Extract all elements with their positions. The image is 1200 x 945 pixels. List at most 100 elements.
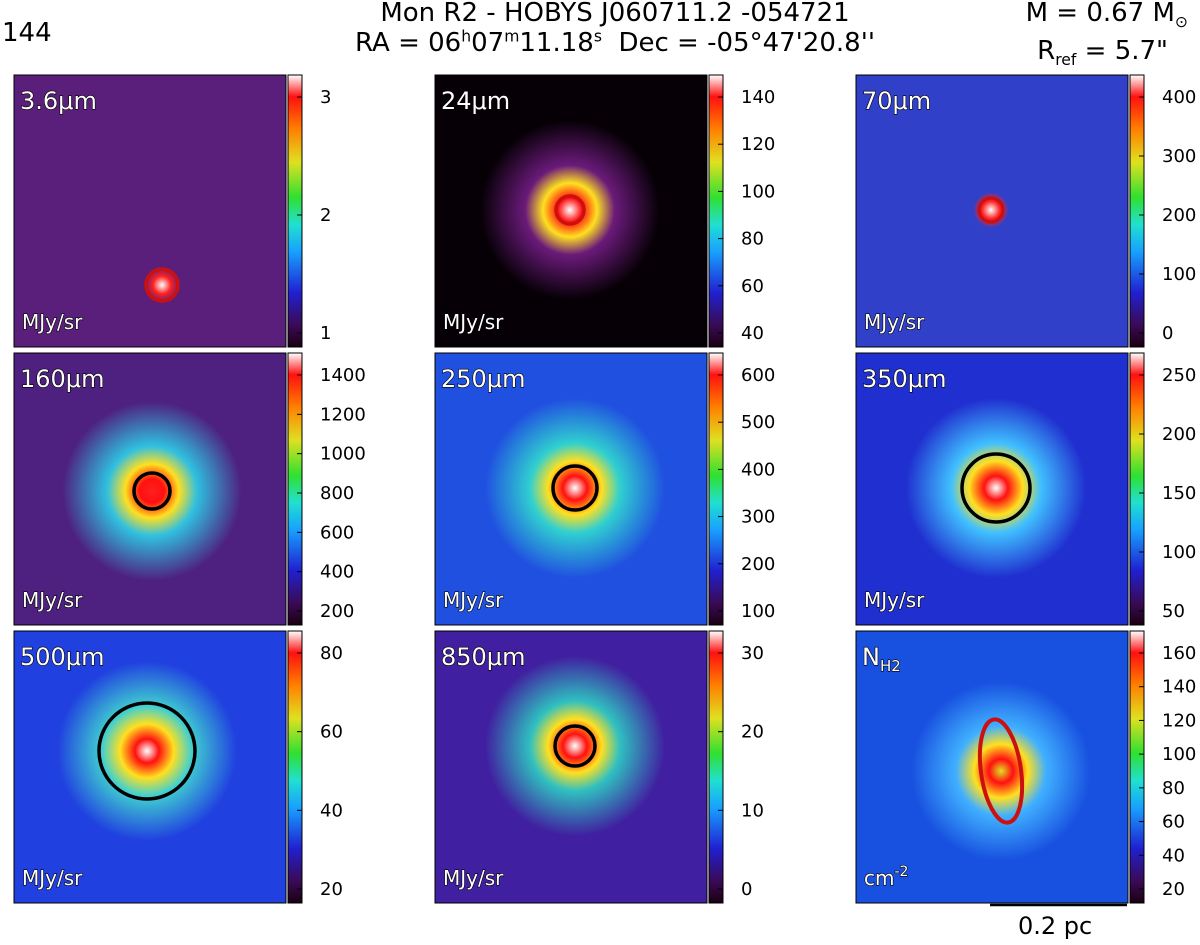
colorbar	[1129, 74, 1145, 348]
aperture-ellipse	[132, 471, 172, 511]
source-title: Mon R2 - HOBYS J060711.2 -054721	[380, 0, 850, 28]
colorbar-tick-label: 400	[320, 562, 354, 583]
map-image	[855, 630, 1129, 904]
aperture-ellipse	[977, 196, 1005, 224]
colorbar-tick-label: 100	[1162, 264, 1196, 285]
colorbar-tick-label: 40	[1162, 845, 1185, 866]
panel-label: 160μm	[20, 365, 104, 393]
panel-label: 250μm	[441, 365, 525, 393]
colorbar-tick-label: 2	[320, 205, 331, 226]
colorbar-tick-label: 80	[320, 643, 343, 664]
colorbar-tick-label: 60	[741, 276, 764, 297]
colorbar-tick-label: 60	[320, 722, 343, 743]
map-image	[434, 352, 708, 626]
unit-label: MJy/sr	[22, 588, 83, 612]
colorbar-tick-label: 80	[741, 229, 764, 250]
map-image	[855, 74, 1129, 348]
colorbar-tick-label: 30	[741, 643, 764, 664]
colorbar-tick-label: 60	[1162, 812, 1185, 833]
colorbar-tick-label: 3	[320, 87, 331, 108]
colorbar-tick-label: 200	[320, 601, 354, 622]
panel-850um: 850μm MJy/sr 30 20 10 0	[434, 630, 764, 904]
colorbar	[287, 74, 303, 348]
unit-label: MJy/sr	[22, 310, 83, 334]
aperture-ellipse	[554, 194, 586, 226]
aperture-ellipse	[97, 701, 197, 801]
colorbar	[1129, 630, 1145, 904]
colorbar	[1129, 352, 1145, 626]
panel-label: 3.6μm	[20, 87, 97, 115]
scalebar-label: 0.2 pc	[1018, 912, 1093, 940]
reference-radius: Rref = 5.7"	[1037, 36, 1168, 70]
colorbar-tick-label: 10	[741, 800, 764, 821]
colorbar	[708, 352, 724, 626]
panel-label: 70μm	[862, 87, 931, 115]
colorbar-tick-label: 200	[741, 554, 775, 575]
colorbar-tick-label: 20	[741, 722, 764, 743]
colorbar-tick-label: 300	[1162, 146, 1196, 167]
colorbar	[708, 74, 724, 348]
colorbar-tick-label: 0	[741, 879, 752, 900]
colorbar	[287, 630, 303, 904]
colorbar-tick-label: 40	[320, 800, 343, 821]
colorbar-tick-label: 600	[741, 365, 775, 386]
colorbar-tick-label: 300	[741, 507, 775, 528]
colorbar-tick-label: 1000	[320, 444, 366, 465]
colorbar-tick-label: 40	[741, 323, 764, 344]
colorbar-tick-label: 1400	[320, 365, 366, 386]
colorbar-tick-label: 800	[320, 483, 354, 504]
panel-250um: 250μm MJy/sr 600 500 400 300 200 100	[434, 352, 775, 626]
colorbar-tick-label: 0	[1162, 323, 1173, 344]
colorbar-tick-label: 140	[741, 87, 775, 108]
map-image	[434, 74, 708, 348]
colorbar-tick-label: 120	[741, 134, 775, 155]
colorbar-tick-label: 1	[320, 323, 331, 344]
unit-label: MJy/sr	[864, 588, 925, 612]
panel-160um: 160μm MJy/sr 1400 1200 1000 800 600 400 200	[13, 352, 366, 626]
panel-label: 350μm	[862, 365, 946, 393]
colorbar-tick-label: 400	[741, 459, 775, 480]
colorbar-tick-label: 160	[1162, 643, 1196, 664]
panel-500um: 500μm MJy/sr 80 60 40 20	[13, 630, 343, 904]
colorbar-tick-label: 80	[1162, 778, 1185, 799]
map-image	[13, 74, 287, 348]
unit-label: MJy/sr	[443, 310, 504, 334]
colorbar-tick-label: 400	[1162, 87, 1196, 108]
panel-label: 850μm	[441, 643, 525, 671]
map-image	[13, 352, 287, 626]
colorbar-tick-label: 250	[1162, 365, 1196, 386]
colorbar-tick-label: 100	[741, 181, 775, 202]
colorbar	[708, 630, 724, 904]
aperture-ellipse	[551, 464, 599, 512]
figure-index: 144	[2, 18, 52, 48]
colorbar-tick-label: 500	[741, 412, 775, 433]
colorbar	[287, 352, 303, 626]
unit-label: MJy/sr	[864, 310, 925, 334]
panel-label: 500μm	[20, 643, 104, 671]
colorbar-tick-label: 120	[1162, 710, 1196, 731]
colorbar-tick-label: 200	[1162, 424, 1196, 445]
aperture-ellipse	[960, 452, 1032, 524]
aperture-ellipse	[553, 724, 597, 768]
colorbar-tick-label: 20	[320, 879, 343, 900]
colorbar-tick-label: 50	[1162, 601, 1185, 622]
colorbar-tick-label: 100	[1162, 542, 1196, 563]
colorbar-tick-label: 200	[1162, 205, 1196, 226]
unit-label: MJy/sr	[22, 866, 83, 890]
colorbar-tick-label: 140	[1162, 677, 1196, 698]
map-image	[13, 630, 287, 904]
panel-70um: 70μm MJy/sr 400 300 200 100 0	[855, 74, 1196, 348]
colorbar-tick-label: 150	[1162, 483, 1196, 504]
colorbar-tick-label: 100	[741, 601, 775, 622]
colorbar-tick-label: 20	[1162, 879, 1185, 900]
map-image	[855, 352, 1129, 626]
coordinates: RA = 06h07m11.18s Dec = -05°47'20.8''	[355, 27, 875, 58]
panel-350um: 350μm MJy/sr 250 200 150 100 50	[855, 352, 1196, 626]
colorbar-tick-label: 1200	[320, 404, 366, 425]
unit-label: MJy/sr	[443, 866, 504, 890]
mass-label: M = 0.67 M⊙	[1025, 0, 1188, 32]
colorbar-tick-label: 600	[320, 522, 354, 543]
panel-3.6um: 3.6μm MJy/sr 3 2 1	[13, 74, 331, 348]
